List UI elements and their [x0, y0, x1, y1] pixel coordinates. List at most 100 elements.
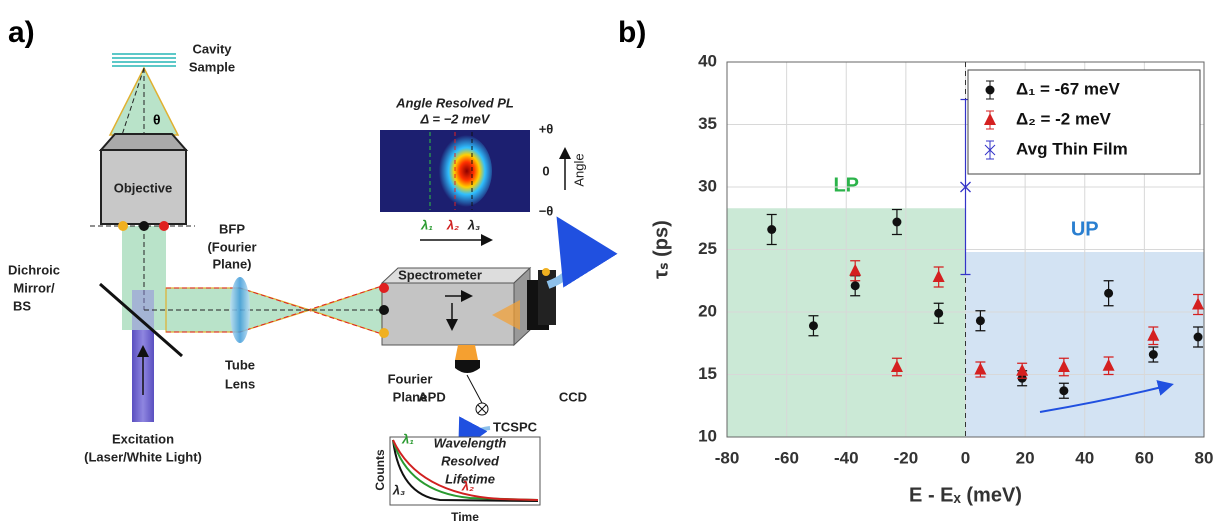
inset-lambda: λ₂: [461, 478, 474, 493]
tube-lens: [230, 277, 250, 343]
tcspc-symbol: [475, 402, 489, 416]
tcspc-symbol: [477, 404, 487, 414]
decay-curve: [392, 439, 539, 501]
inset-text: Lifetime: [445, 471, 495, 486]
fourier-plane-label: Fourier: [388, 371, 433, 386]
fp-dot: [379, 328, 389, 338]
x-tick-label: 80: [1195, 448, 1214, 467]
marker: [1059, 386, 1069, 396]
marker: [1147, 328, 1160, 341]
marker: [1057, 360, 1070, 372]
marker: [934, 308, 944, 318]
legend-frame: [967, 69, 1201, 175]
x-tick-label: -60: [774, 448, 799, 467]
trend-arrow: [1039, 380, 1174, 413]
x-tick-label: 0: [961, 448, 970, 467]
bfp-dot: [139, 221, 149, 231]
excitation-label: (Laser/White Light): [84, 449, 202, 464]
y-tick-label: 25: [698, 239, 717, 258]
tube-lens-label: Tube: [225, 357, 255, 372]
x-tick-label: -20: [894, 448, 919, 467]
wire: [466, 374, 483, 404]
objective-label: Objective: [114, 180, 173, 195]
lambda-label: λ₁: [420, 217, 433, 232]
x-tick-label: -80: [715, 448, 740, 467]
tube-lens-label: Lens: [225, 376, 255, 391]
inset-text: Resolved: [441, 453, 500, 468]
apd-beam: [455, 345, 478, 360]
marker: [975, 316, 985, 326]
bfp-dot: [118, 221, 128, 231]
pl-tick: 0: [542, 163, 549, 178]
pl-image: [436, 135, 492, 207]
excitation-beam: [132, 290, 154, 330]
bfp-dot: [159, 221, 169, 231]
marker: [932, 270, 945, 282]
lambda-label: λ₂: [446, 217, 459, 232]
theta-label: θ: [153, 112, 161, 128]
marker: [974, 362, 987, 375]
objective-body: [100, 149, 187, 225]
fp-dot: [379, 305, 389, 315]
marker: [1104, 288, 1114, 298]
marker: [1192, 297, 1205, 310]
legend-marker: [984, 144, 996, 156]
dichroic-label: BS: [13, 298, 31, 313]
y-axis-label: τₛ (ps): [650, 220, 672, 279]
apd: [455, 360, 480, 373]
marker: [849, 263, 862, 276]
legend-marker: [984, 113, 996, 125]
lambda-label: λ₃: [467, 217, 480, 232]
pl-subtitle: Δ = −2 meV: [420, 111, 491, 126]
x-tick-label: 20: [1016, 448, 1035, 467]
pl-title: Angle Resolved PL: [395, 95, 514, 110]
fourier-plane-label: Plane: [393, 389, 428, 404]
fp-dot: [379, 283, 389, 293]
inset-text: Wavelength: [434, 435, 507, 450]
panel-label: a): [8, 16, 35, 49]
spectrometer-body: [381, 282, 515, 346]
y-tick-label: 10: [698, 426, 717, 445]
dichroic-label: Dichroic: [8, 262, 60, 277]
y-tick-label: 20: [698, 301, 717, 320]
marker: [808, 321, 818, 331]
cavity-label: Cavity: [192, 41, 232, 56]
axis-line: [121, 67, 145, 136]
bfp-label: Plane): [212, 256, 251, 271]
panel-label: b): [618, 16, 646, 49]
excitation-label: Excitation: [112, 431, 174, 446]
bfp-label: (Fourier: [207, 239, 256, 254]
x-tick-label: 60: [1135, 448, 1154, 467]
marker: [1102, 358, 1115, 371]
decay-curve: [392, 439, 539, 502]
dispersion: [492, 300, 520, 330]
pl-tick: −θ: [539, 203, 554, 218]
pl-tick: +θ: [539, 121, 554, 136]
y-tick-label: 40: [698, 51, 717, 70]
marker: [890, 360, 903, 372]
bfp-label: BFP: [219, 221, 245, 236]
apd-label: APD: [418, 389, 445, 404]
tcspc-label: TCSPC: [493, 419, 538, 434]
marker: [960, 181, 971, 193]
ccd-label: CCD: [559, 389, 587, 404]
pl-axis-label: Angle: [571, 153, 586, 186]
marker: [1193, 332, 1203, 342]
y-tick-label: 15: [698, 364, 717, 383]
cavity-label: Sample: [189, 59, 235, 74]
ccd-dot: [542, 268, 550, 276]
marker: [767, 225, 777, 234]
cavity-sample-icon: [112, 53, 176, 67]
inset-ylabel: Counts: [373, 449, 387, 491]
dichroic-label: Mirror/: [13, 280, 55, 295]
spectrometer-label: Spectrometer: [398, 267, 482, 282]
objective-top: [98, 133, 189, 151]
arrow: [546, 216, 618, 289]
inset-xlabel: Time: [451, 510, 479, 524]
decay-curve: [392, 439, 539, 501]
y-tick-label: 30: [698, 176, 717, 195]
legend-label: Avg Thin Film: [1016, 139, 1128, 158]
marker: [1148, 350, 1158, 359]
